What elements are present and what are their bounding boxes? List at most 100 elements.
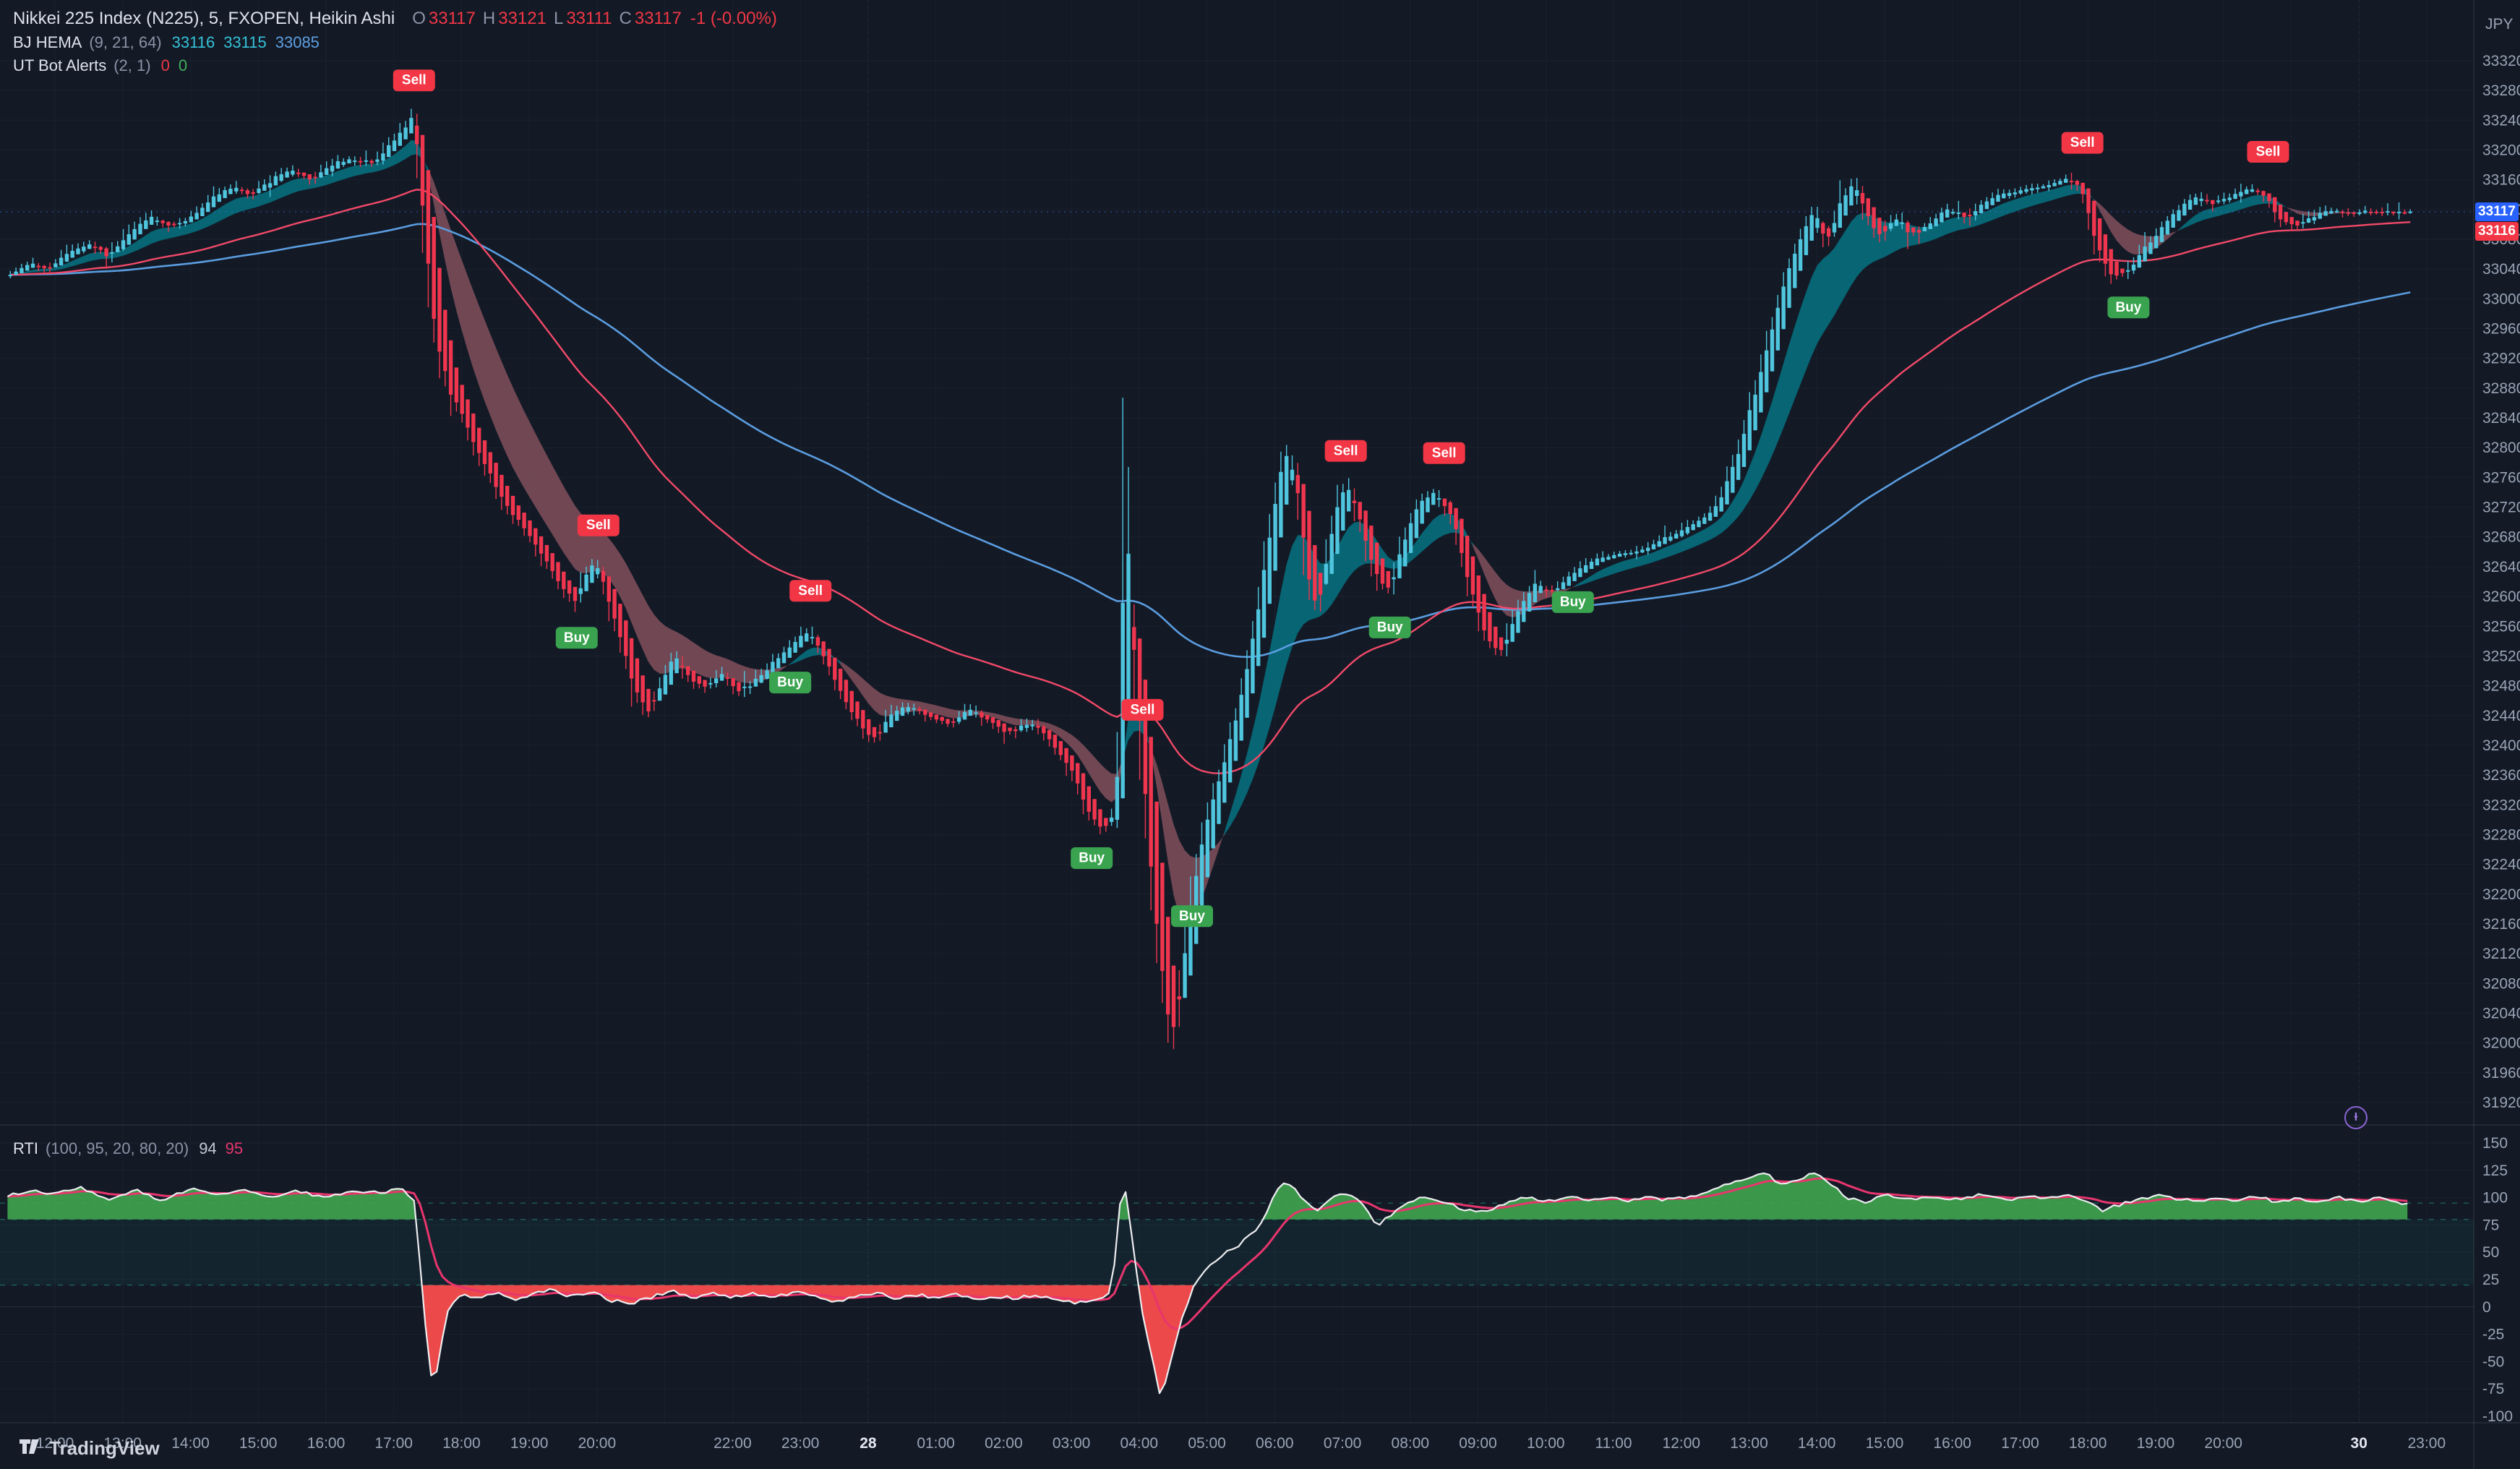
price-tick: 32160 xyxy=(2482,916,2520,933)
sell-marker: Sell xyxy=(1121,698,1164,721)
symbol-legend-row: Nikkei 225 Index (N225), 5, FXOPEN, Heik… xyxy=(13,9,777,29)
price-tick: 32120 xyxy=(2482,946,2520,962)
price-tick: 33160 xyxy=(2482,172,2520,189)
price-tick: 32280 xyxy=(2482,827,2520,844)
svg-text:Buy: Buy xyxy=(1079,851,1105,866)
ohlc-high-label: H xyxy=(482,9,496,28)
rti-legend: RTI (100, 95, 20, 80, 20) 94 95 xyxy=(13,1139,252,1162)
svg-text:Sell: Sell xyxy=(798,583,823,599)
hema-indicator-title[interactable]: BJ HEMA xyxy=(13,33,82,51)
buy-marker: Buy xyxy=(1551,591,1594,613)
ohlc-close-label: C xyxy=(619,9,632,28)
secondary-price-tag: 33116 xyxy=(2475,221,2519,241)
time-tick: 22:00 xyxy=(713,1435,752,1452)
price-tick: 32560 xyxy=(2482,618,2520,635)
price-tick: 32800 xyxy=(2482,440,2520,456)
sell-marker: Sell xyxy=(789,580,832,602)
symbol-title[interactable]: Nikkei 225 Index (N225), 5, FXOPEN, Heik… xyxy=(13,9,395,28)
ma-slow-line xyxy=(10,223,2411,658)
rti-tick: 100 xyxy=(2482,1190,2508,1207)
price-tick: 33000 xyxy=(2482,291,2520,307)
svg-text:Buy: Buy xyxy=(564,630,590,646)
time-tick: 01:00 xyxy=(917,1435,955,1452)
time-tick: 14:00 xyxy=(171,1435,210,1452)
rti-legend-row: RTI (100, 95, 20, 80, 20) 94 95 xyxy=(13,1139,252,1158)
rti-value-fast: 94 xyxy=(199,1139,217,1157)
rti-pane xyxy=(0,1172,2474,1395)
tradingview-logo-text: TradingView xyxy=(49,1437,160,1459)
time-tick: 11:00 xyxy=(1595,1435,1632,1452)
price-axis-currency-label[interactable]: JPY xyxy=(2485,16,2513,33)
time-axis[interactable]: 12:00 13:00 14:00 15:00 16:00 17:00 18:00 19:00… xyxy=(36,1435,2446,1452)
time-tick: 20:00 xyxy=(578,1435,617,1452)
rti-axis[interactable]: 150 125 100 75 50 25 0 -25 -50 -75 -100 xyxy=(2482,1135,2513,1425)
svg-text:Buy: Buy xyxy=(1179,909,1205,924)
signal-markers: Sell Buy Sell Buy Sell Buy Sell Buy Sell Buy Sell B… xyxy=(393,69,2289,928)
hema-legend-row: BJ HEMA (9, 21, 64) 33116 33115 33085 xyxy=(13,33,777,52)
svg-text:Sell: Sell xyxy=(1432,445,1457,461)
tradingview-logo[interactable]: TradingView xyxy=(19,1437,160,1460)
rti-tick: 50 xyxy=(2482,1244,2499,1261)
svg-text:Buy: Buy xyxy=(777,675,803,690)
rti-tick: 150 xyxy=(2482,1135,2508,1152)
time-tick: 15:00 xyxy=(1866,1435,1904,1452)
price-tick: 32000 xyxy=(2482,1035,2520,1052)
time-tick: 04:00 xyxy=(1120,1435,1159,1452)
price-axis[interactable]: 3332033280332403320033160331203308033040… xyxy=(2482,53,2520,1111)
time-tick: 02:00 xyxy=(985,1435,1023,1452)
tradingview-logo-icon xyxy=(19,1439,42,1458)
rti-tick: -75 xyxy=(2482,1381,2504,1397)
price-tick: 32840 xyxy=(2482,410,2520,427)
time-tick: 16:00 xyxy=(1933,1435,1971,1452)
utbot-value-buy: 0 xyxy=(178,56,188,74)
rti-tick: -50 xyxy=(2482,1353,2504,1370)
hema-params: (9, 21, 64) xyxy=(89,33,162,51)
time-tick: 12:00 xyxy=(36,1435,74,1452)
time-tick: 19:00 xyxy=(510,1435,549,1452)
last-price-tag: 33117 xyxy=(2475,202,2519,221)
time-tick: 23:00 xyxy=(781,1435,820,1452)
time-tick: 18:00 xyxy=(2069,1435,2107,1452)
time-tick: 13:00 xyxy=(1730,1435,1768,1452)
buy-marker: Buy xyxy=(1171,905,1213,928)
rti-indicator-title[interactable]: RTI xyxy=(13,1139,39,1157)
ohlc-close-value: 33117 xyxy=(634,9,682,28)
time-tick: 17:00 xyxy=(2001,1435,2039,1452)
ohlc-open-label: O xyxy=(412,9,426,28)
rti-value-signal: 95 xyxy=(225,1139,244,1157)
svg-text:Sell: Sell xyxy=(2256,145,2281,160)
price-tick: 32880 xyxy=(2482,380,2520,397)
buy-marker: Buy xyxy=(1071,847,1113,869)
rti-tick: 75 xyxy=(2482,1217,2499,1233)
price-tick: 32320 xyxy=(2482,797,2520,813)
price-tick: 32960 xyxy=(2482,321,2520,338)
utbot-value-sell: 0 xyxy=(160,56,170,74)
price-tick: 33240 xyxy=(2482,112,2520,129)
buy-marker: Buy xyxy=(2107,296,2150,319)
indicator-author-badge[interactable]: Ɨ xyxy=(2344,1106,2367,1129)
svg-text:Sell: Sell xyxy=(1334,443,1358,458)
price-tick: 32600 xyxy=(2482,588,2520,605)
rti-tick: 25 xyxy=(2482,1272,2499,1288)
hema-value-ma: 33085 xyxy=(275,33,320,51)
price-tick: 32520 xyxy=(2482,648,2520,664)
time-tick: 07:00 xyxy=(1324,1435,1362,1452)
svg-text:Sell: Sell xyxy=(1131,702,1155,717)
svg-text:Buy: Buy xyxy=(1560,594,1586,609)
time-tick: 19:00 xyxy=(2137,1435,2175,1452)
sell-marker: Sell xyxy=(393,69,435,92)
svg-text:Buy: Buy xyxy=(1377,620,1403,635)
sell-marker: Sell xyxy=(2247,141,2289,163)
time-tick: 06:00 xyxy=(1256,1435,1294,1452)
time-tick: 03:00 xyxy=(1053,1435,1091,1452)
svg-text:Buy: Buy xyxy=(2115,300,2141,315)
price-tick: 32400 xyxy=(2482,737,2520,754)
price-tick: 32080 xyxy=(2482,975,2520,992)
rti-params: (100, 95, 20, 80, 20) xyxy=(46,1139,189,1157)
ohlc-high-value: 33121 xyxy=(498,9,547,28)
utbot-indicator-title[interactable]: UT Bot Alerts xyxy=(13,56,107,74)
price-tick: 32720 xyxy=(2482,500,2520,516)
buy-marker: Buy xyxy=(769,672,812,694)
